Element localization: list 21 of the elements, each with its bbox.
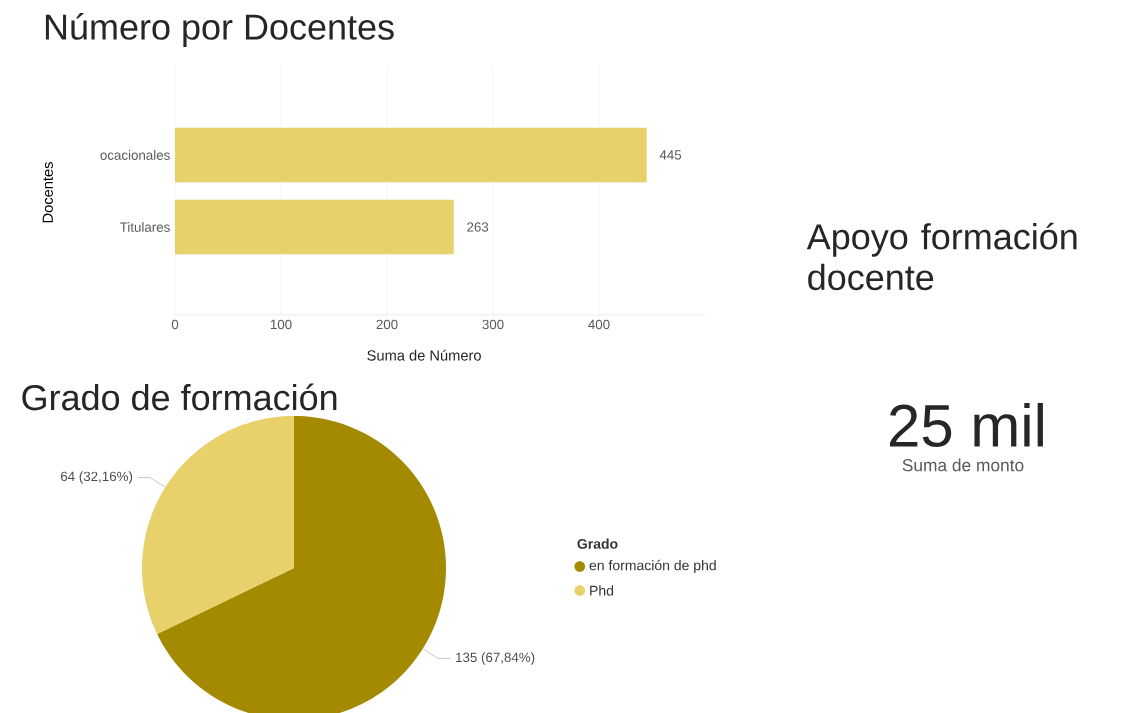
data-label: 445 bbox=[659, 150, 682, 160]
chart-title: Grado de formación bbox=[22, 383, 337, 411]
y-axis-title: Docentes bbox=[42, 162, 53, 223]
text: Apoyo formación docente bbox=[806, 222, 1077, 291]
legend-label: Phd bbox=[590, 585, 614, 596]
chart-title: Número por Docentes bbox=[45, 12, 394, 47]
legend-label: en formación de phd bbox=[589, 559, 716, 574]
x-tick-label: 400 bbox=[588, 319, 610, 330]
y-tick-label: ocacionales bbox=[100, 150, 170, 160]
x-tick-label: 0 bbox=[171, 319, 179, 330]
x-tick-label: 300 bbox=[482, 319, 504, 330]
x-axis-title: Suma de Número bbox=[367, 349, 481, 361]
data-label: 64 (32,16%) bbox=[60, 471, 133, 484]
data-label: 263 bbox=[467, 222, 489, 232]
x-tick-label: 200 bbox=[376, 319, 398, 330]
data-label: 135 (67,84%) bbox=[456, 652, 535, 665]
y-tick-label: Titulares bbox=[119, 222, 170, 232]
text: Suma de monto bbox=[902, 458, 1024, 472]
legend-title: Grado bbox=[577, 538, 618, 549]
text: 25 mil bbox=[889, 402, 1043, 448]
x-tick-label: 100 bbox=[270, 319, 292, 330]
